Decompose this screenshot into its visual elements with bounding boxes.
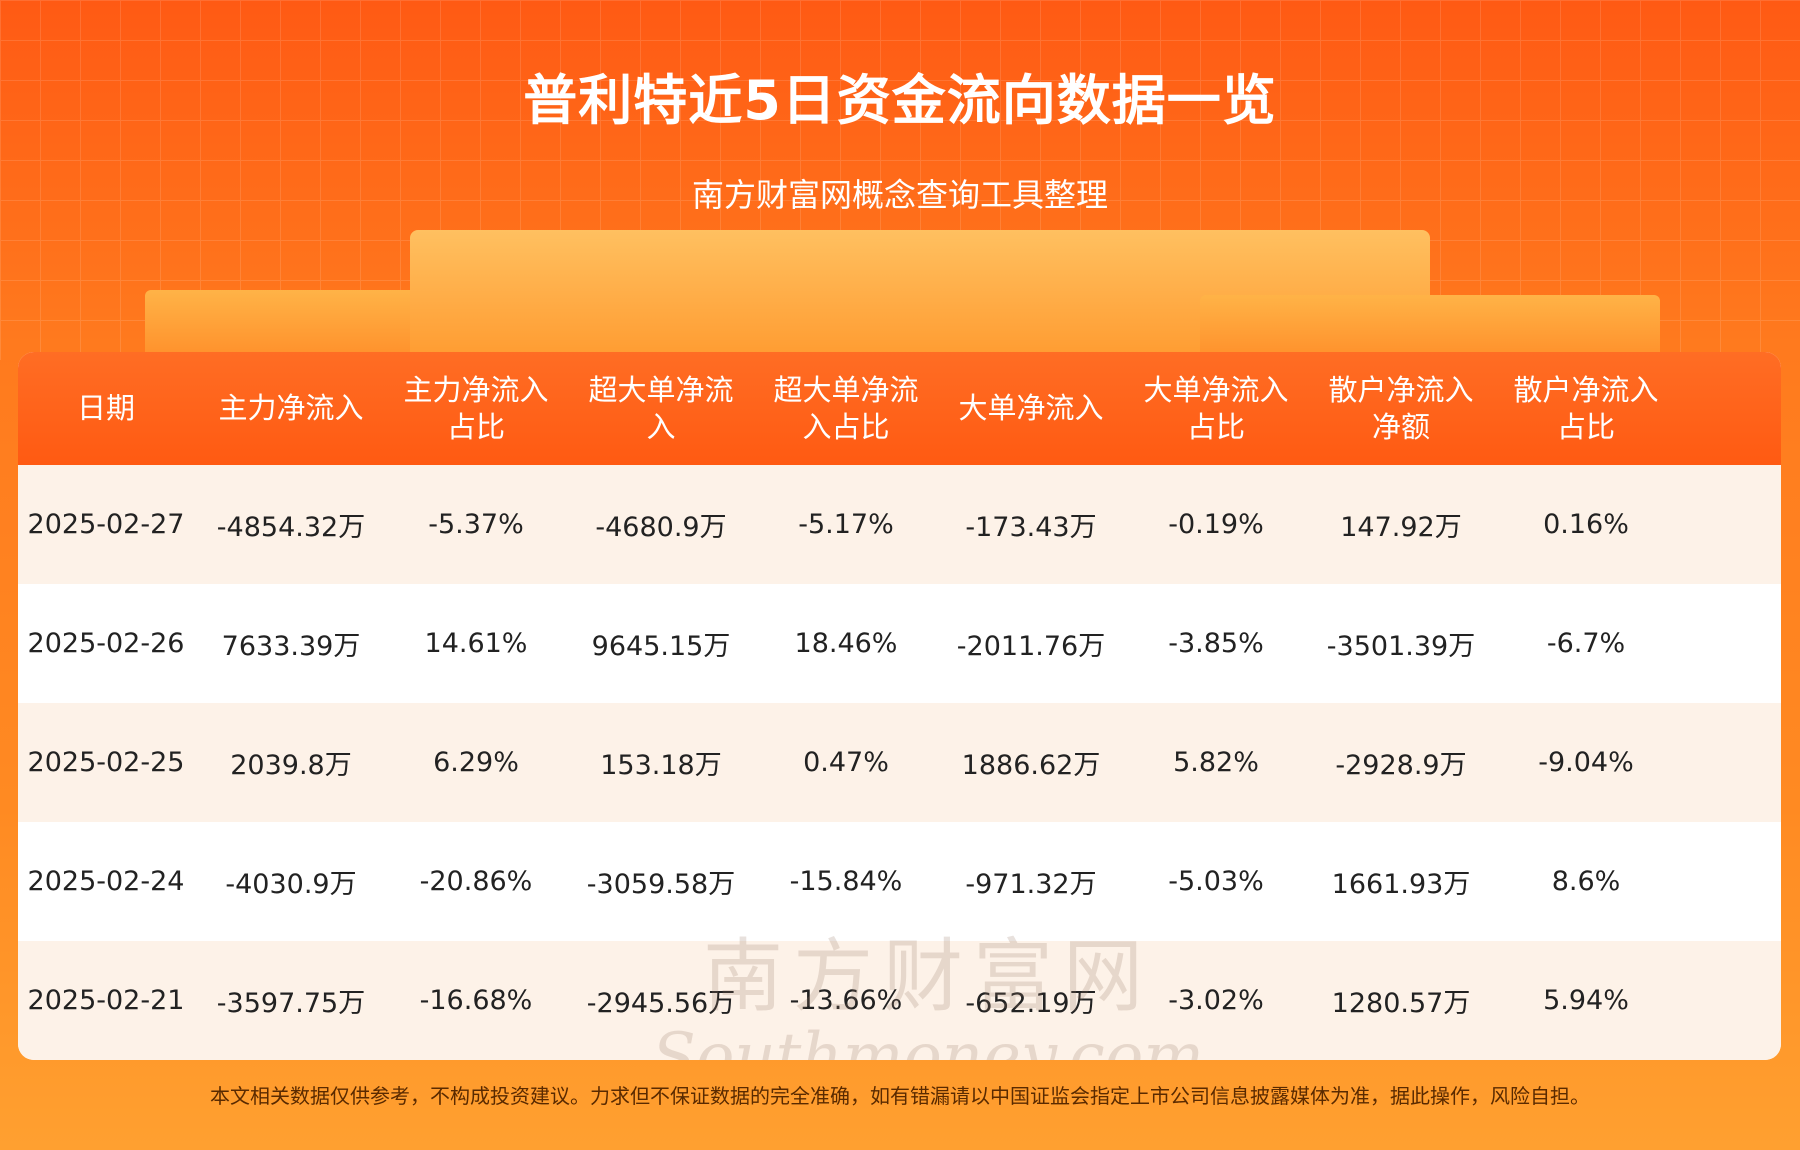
table-cell: -15.84%: [789, 866, 903, 897]
column-header: 主力净流入: [206, 352, 376, 465]
table-cell: 2039.8万: [230, 750, 352, 781]
table-row: 2025-02-26 7633.39万 14.61% 9645.15万 18.46% -2…: [18, 584, 1781, 703]
table-row: 2025-02-25 2039.8万 6.29% 153.18万 0.47% 1886.6…: [18, 703, 1781, 822]
table-cell: 8.6%: [1551, 866, 1621, 897]
column-header: 日期: [21, 352, 191, 465]
table-cell: -2928.9万: [1335, 750, 1467, 781]
table-cell: -3.85%: [1168, 628, 1264, 659]
table-cell: -173.43万: [965, 512, 1097, 543]
subtitle: 南方财富网概念查询工具整理: [691, 176, 1108, 214]
table-row: 2025-02-27 -4854.32万 -5.37% -4680.9万 -5.17% -…: [18, 465, 1781, 584]
decor-box: [1200, 295, 1660, 360]
column-header-text: 主力净流入占比: [403, 372, 549, 444]
table-cell: -2011.76万: [956, 631, 1106, 662]
column-header-text: 超大单净流入: [588, 372, 734, 444]
table-cell: -971.32万: [965, 869, 1097, 900]
table-cell: -9.04%: [1538, 747, 1634, 778]
column-header: 超大单净流入占比: [761, 352, 931, 465]
table-cell: -3597.75万: [216, 988, 366, 1019]
table-cell: -3501.39万: [1326, 631, 1476, 662]
table-cell: 18.46%: [794, 628, 898, 659]
table: 日期 主力净流入 主力净流入占比 超大单净流入 超大单净流入占比 大单净流入 大单净流入占比…: [18, 352, 1781, 1060]
table-cell: 1280.57万: [1331, 988, 1471, 1019]
table-cell: -5.03%: [1168, 866, 1264, 897]
column-header-text: 超大单净流入占比: [773, 372, 919, 444]
table-cell: 2025-02-27: [27, 509, 185, 540]
column-header-text: 大单净流入: [958, 391, 1104, 425]
column-header: 主力净流入占比: [391, 352, 561, 465]
table-cell: -20.86%: [419, 866, 533, 897]
table-cell: 7633.39万: [221, 631, 361, 662]
table-cell: -4030.9万: [225, 869, 357, 900]
table-cell: 1661.93万: [1331, 869, 1471, 900]
table-cell: -3.02%: [1168, 985, 1264, 1016]
table-cell: 0.47%: [803, 747, 889, 778]
column-header-text: 主力净流入: [218, 391, 364, 425]
table-cell: 147.92万: [1340, 512, 1462, 543]
disclaimer: 本文相关数据仅供参考，不构成投资建议。力求但不保证数据的完全准确，如有错漏请以中…: [210, 1084, 1590, 1108]
column-header: 大单净流入: [946, 352, 1116, 465]
table-cell: -6.7%: [1546, 628, 1626, 659]
title: 普利特近5日资金流向数据一览: [523, 69, 1277, 132]
table-cell: -16.68%: [419, 985, 533, 1016]
table-cell: 2025-02-26: [27, 628, 185, 659]
table-cell: 2025-02-21: [27, 985, 185, 1016]
table-row: 2025-02-21 -3597.75万 -16.68% -2945.56万 -13.6…: [18, 941, 1781, 1060]
table-cell: -4680.9万: [595, 512, 727, 543]
table-cell: 14.61%: [424, 628, 528, 659]
column-header: 超大单净流入: [576, 352, 746, 465]
table-header: 日期 主力净流入 主力净流入占比 超大单净流入 超大单净流入占比 大单净流入 大单净流入占比…: [18, 352, 1781, 465]
table-cell: 9645.15万: [591, 631, 731, 662]
table-cell: -13.66%: [789, 985, 903, 1016]
column-header-text: 大单净流入占比: [1143, 372, 1289, 444]
table-row: 2025-02-24 -4030.9万 -20.86% -3059.58万 -15.84…: [18, 822, 1781, 941]
table-cell: -5.37%: [428, 509, 524, 540]
table-cell: -652.19万: [965, 988, 1097, 1019]
table-cell: 2025-02-25: [27, 747, 185, 778]
table-cell: -3059.58万: [586, 869, 736, 900]
table-cell: 5.82%: [1173, 747, 1259, 778]
column-header-text: 散户净流入占比: [1513, 372, 1659, 444]
table-cell: -2945.56万: [586, 988, 736, 1019]
table-cell: 6.29%: [433, 747, 519, 778]
table-cell: 1886.62万: [961, 750, 1101, 781]
column-header-text: 散户净流入净额: [1328, 372, 1474, 444]
table-cell: 5.94%: [1543, 985, 1629, 1016]
column-header: 散户净流入净额: [1316, 352, 1486, 465]
table-cell: -0.19%: [1168, 509, 1264, 540]
table-cell: 0.16%: [1543, 509, 1629, 540]
table-cell: -5.17%: [798, 509, 894, 540]
table-cell: 2025-02-24: [27, 866, 185, 897]
column-header-text: 日期: [76, 391, 135, 425]
column-header: 散户净流入占比: [1501, 352, 1671, 465]
table-cell: 153.18万: [600, 750, 722, 781]
column-header: 大单净流入占比: [1131, 352, 1301, 465]
table-cell: -4854.32万: [216, 512, 366, 543]
